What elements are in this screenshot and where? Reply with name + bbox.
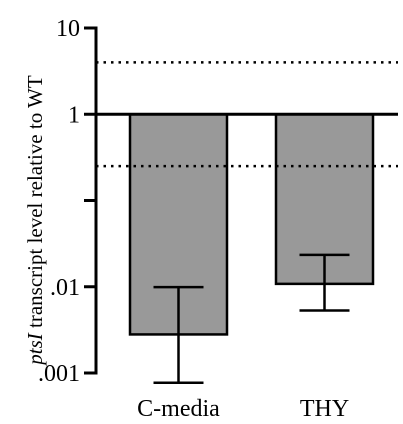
x-labels-group: C-media THY xyxy=(137,396,349,422)
y-tick-label-0: 10 xyxy=(56,16,80,42)
y-tick-label-4: .001 xyxy=(38,361,80,387)
x-category-label-0: C-media xyxy=(137,396,220,422)
y-axis-title-gene: ptsI xyxy=(23,332,47,367)
y-ticks-group: 10 1 .01 .001 xyxy=(38,16,96,387)
y-tick-label-3: .01 xyxy=(50,275,80,301)
error-bars-group xyxy=(153,253,350,385)
bars-group xyxy=(128,113,375,336)
y-axis-title-rest: transcript level relative to WT xyxy=(23,75,47,333)
x-category-label-1: THY xyxy=(300,396,349,422)
threshold-lines xyxy=(96,61,398,168)
y-axis-title: ptsI transcript level relative to WT xyxy=(23,75,47,367)
y-tick-label-1: 1 xyxy=(68,102,80,128)
